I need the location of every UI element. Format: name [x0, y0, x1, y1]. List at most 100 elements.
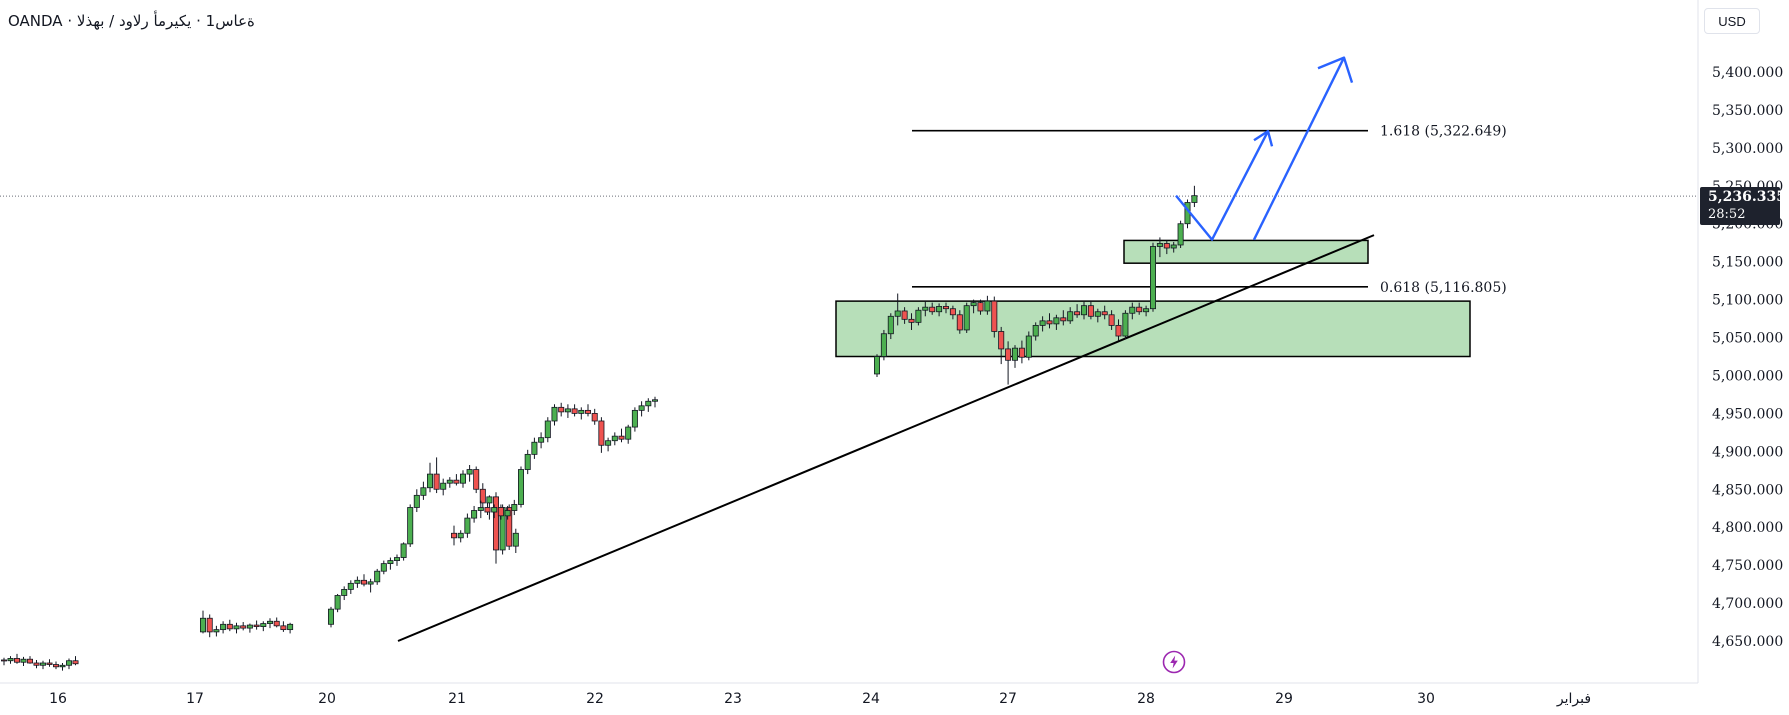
candle-body: [1163, 243, 1170, 249]
candle: [484, 502, 491, 516]
candle-body: [880, 333, 887, 357]
candle: [374, 568, 381, 585]
candle-body: [33, 662, 40, 666]
candle-body: [46, 662, 53, 665]
candle: [1046, 313, 1053, 329]
projection-arrowhead: [1253, 129, 1274, 147]
candle: [266, 618, 273, 629]
candle: [440, 478, 447, 496]
candle: [253, 620, 260, 630]
candle: [551, 404, 558, 426]
candle-body: [625, 426, 632, 440]
candle-body: [20, 658, 27, 663]
candle: [874, 354, 881, 377]
candle-body: [7, 658, 14, 662]
candle-body: [894, 310, 901, 317]
price-tick-label: 5,300.000: [1712, 141, 1783, 157]
candle-body: [1156, 243, 1163, 247]
candle-body: [253, 624, 260, 627]
candle: [970, 299, 977, 314]
candle: [464, 513, 471, 538]
candle-body: [908, 318, 915, 323]
candle-body: [440, 482, 447, 490]
price-tick-label: 5,350.000: [1712, 103, 1783, 119]
candle-body: [354, 579, 361, 584]
candle: [334, 593, 341, 613]
candle-body: [380, 563, 387, 572]
candle: [915, 307, 922, 326]
candle-body: [341, 589, 348, 596]
candle: [459, 470, 466, 488]
candle-body: [446, 479, 453, 484]
candle-body: [578, 409, 585, 414]
candle-body: [400, 543, 407, 558]
candle-body: [420, 487, 427, 496]
candle: [1081, 301, 1088, 320]
candle: [457, 530, 464, 543]
candle: [40, 660, 47, 670]
candle-body: [1150, 246, 1157, 310]
candle: [943, 302, 950, 314]
candle-body: [998, 331, 1005, 350]
candle: [538, 432, 545, 449]
price-tick-label: 4,650.000: [1712, 634, 1783, 650]
candle-body: [13, 658, 20, 663]
candle: [512, 528, 519, 553]
candle-body: [1129, 306, 1136, 314]
last-price-tag: 5,236.335 28:52: [1700, 187, 1786, 225]
candle-body: [1170, 244, 1177, 249]
candle-body: [1177, 223, 1184, 246]
candle: [1163, 240, 1170, 255]
candle: [1005, 341, 1012, 385]
candle-body: [1012, 347, 1019, 361]
candle-body: [220, 623, 227, 631]
bar-countdown: 28:52: [1708, 207, 1746, 222]
candle-body: [59, 664, 66, 668]
candle-body: [413, 494, 420, 508]
candle-body: [53, 664, 60, 668]
time-tick-label: 24: [862, 691, 880, 707]
candle: [413, 489, 420, 513]
candle: [433, 457, 440, 494]
candle-body: [374, 570, 381, 583]
candle: [233, 622, 240, 634]
price-tick-label: 4,800.000: [1712, 520, 1783, 536]
candle-body: [334, 595, 341, 610]
candle-body: [1087, 305, 1094, 317]
candle: [491, 504, 498, 519]
candle: [922, 301, 929, 317]
candle: [638, 401, 645, 417]
candle: [1094, 308, 1101, 323]
time-tick-label: 27: [999, 691, 1017, 707]
candle-body: [240, 625, 247, 629]
candle-body: [887, 315, 894, 335]
candle: [558, 402, 565, 417]
candle: [631, 407, 638, 432]
candle-body: [206, 617, 213, 633]
candle-body: [1067, 311, 1074, 322]
lightning-icon[interactable]: [1162, 650, 1186, 674]
candle-body: [387, 560, 394, 565]
candle-body: [512, 532, 519, 547]
candle-body: [1053, 317, 1060, 325]
currency-button[interactable]: USD: [1704, 8, 1760, 34]
candle-body: [459, 473, 466, 484]
candle: [7, 656, 14, 664]
candle: [1101, 305, 1108, 320]
time-tick-label: 29: [1275, 691, 1293, 707]
candle: [46, 659, 53, 667]
candle: [246, 623, 253, 633]
candle: [645, 398, 652, 412]
candle: [591, 408, 598, 425]
candle: [477, 500, 484, 519]
candle-body: [426, 473, 433, 489]
candle: [894, 293, 901, 326]
candle-body: [407, 507, 414, 545]
time-tick-label: 21: [448, 691, 466, 707]
last-price-value: 5,236.335: [1708, 189, 1786, 205]
candle: [1129, 302, 1136, 320]
candle: [450, 525, 457, 546]
candle: [497, 504, 504, 520]
candle-body: [491, 507, 498, 513]
